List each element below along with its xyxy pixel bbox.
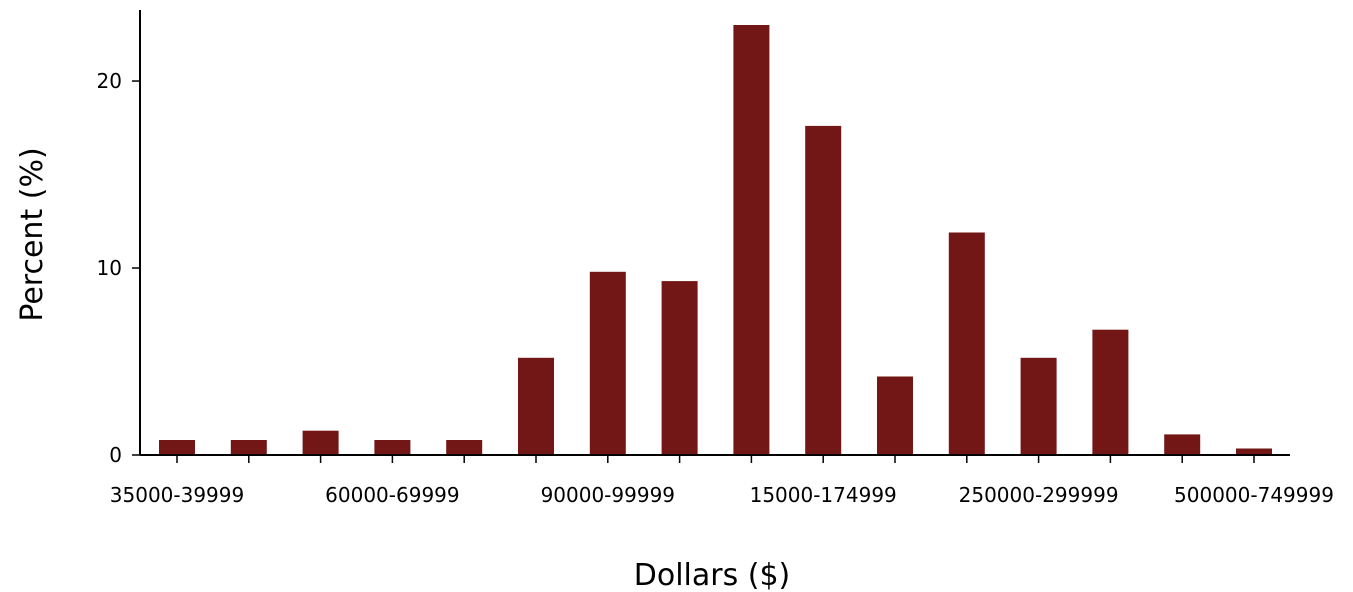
bar-3 [374, 440, 411, 455]
y-ticks-group: 0 10 20 [97, 69, 140, 467]
bar-8 [733, 25, 770, 455]
y-tick-label: 10 [97, 256, 122, 280]
x-tick-label: 35000-39999 [110, 483, 244, 507]
x-tick-label: 15000-174999 [750, 483, 897, 507]
bar-2 [302, 430, 339, 455]
x-tick-label: 500000-749999 [1174, 483, 1334, 507]
bars-group [159, 25, 1272, 456]
x-tick-label: 60000-69999 [325, 483, 459, 507]
bar-9 [805, 125, 842, 456]
bar-14 [1164, 434, 1201, 455]
bar-5 [518, 357, 554, 455]
x-tick-label: 90000-99999 [541, 483, 675, 507]
bar-7 [661, 281, 698, 455]
bar-10 [877, 376, 913, 455]
y-axis-title: Percent (%) [15, 147, 50, 321]
bar-15 [1236, 448, 1272, 455]
bar-0 [159, 440, 195, 455]
bar-6 [589, 271, 626, 455]
y-tick-label: 20 [97, 69, 122, 93]
y-tick-label: 0 [109, 443, 122, 467]
x-tick-label: 250000-299999 [959, 483, 1119, 507]
bar-13 [1092, 329, 1129, 455]
bar-4 [446, 440, 483, 455]
x-axis-title: Dollars ($) [634, 558, 791, 592]
bar-1 [230, 440, 267, 455]
bar-11 [948, 232, 985, 455]
x-ticks-group: 35000-39999 60000-69999 90000-99999 15000-1… [110, 455, 1334, 507]
bar-12 [1020, 357, 1057, 455]
